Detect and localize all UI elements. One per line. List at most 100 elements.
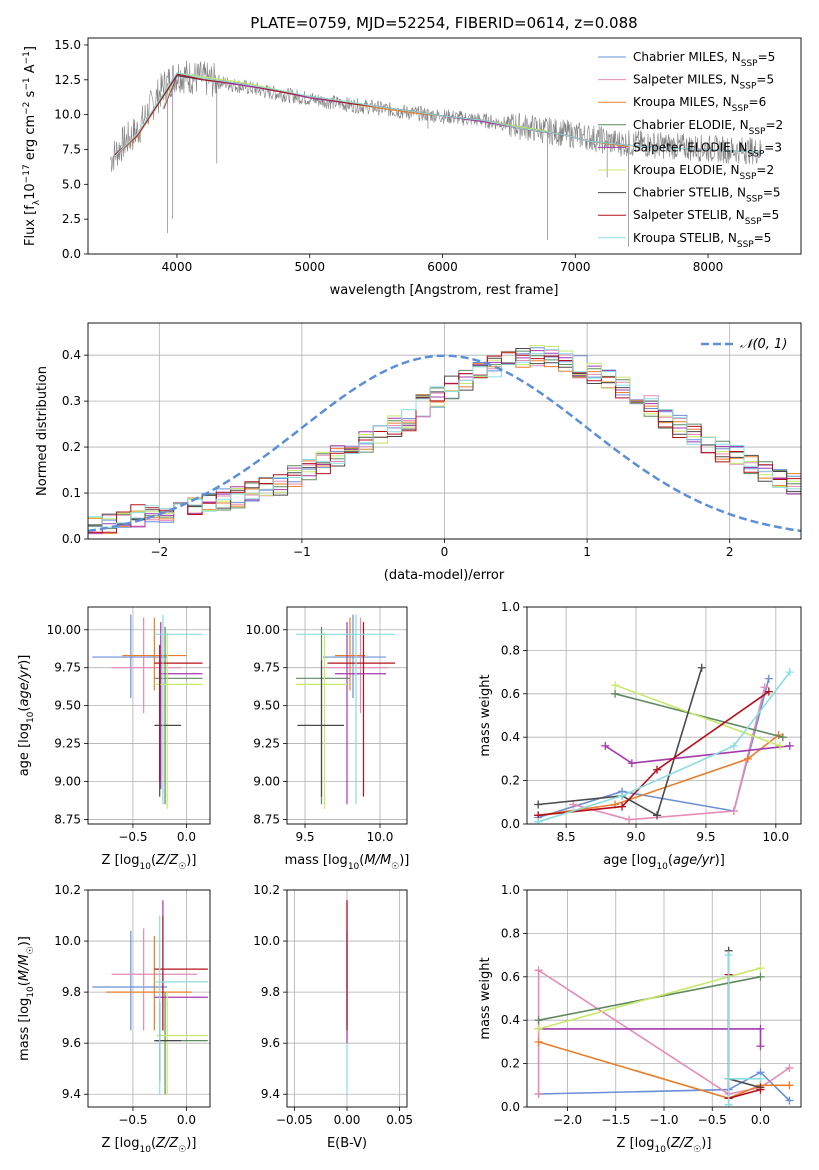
y-tick-label: 15.0 [54,38,81,52]
weight-marker [653,765,662,774]
weight-marker [764,687,773,696]
weight-marker [776,741,785,750]
label-part: )] [701,1136,711,1151]
y-tick-label: 0.6 [501,687,520,701]
y-axis-label: mass weight [478,674,493,756]
y-axis-label: Normed distribution [35,366,50,496]
weights-se [534,1024,765,1051]
x-axis-label: wavelength [Angstrom, rest frame] [330,283,559,298]
y-tick-label: 0.8 [501,643,520,657]
legend-sub: SSP [745,217,762,227]
label-part: age/yr [673,853,716,868]
x-tick-label: 7000 [560,260,591,274]
x-tick-label: 2 [726,545,734,559]
errorbar-se [335,622,386,805]
legend-text: =5 [756,73,774,87]
legend-entry: Chabrier MILES, NSSP=5 [633,50,775,69]
legend-text: Salpeter MILES, N [633,73,740,87]
y-tick-label: 9.8 [62,985,81,999]
y-tick-label: 0.2 [501,1057,520,1071]
y-axis-label: mass weight [478,957,493,1039]
label-part: mass [log [17,998,32,1061]
legend-text: =5 [762,208,780,222]
plot-area [110,60,762,248]
label-part: Z [log [102,853,140,868]
x-tick-label: 1 [583,545,591,559]
model-ks [114,72,762,157]
label-part: ] [23,46,38,51]
y-tick-label: 0.8 [501,926,520,940]
legend-sub: SSP [746,195,763,205]
axes-frame [286,606,408,825]
axes-frame [87,889,211,1108]
label-part: λ [32,199,42,205]
x-tick-label: 9.5 [696,830,715,844]
label-part: −2 [22,102,32,115]
y-tick-label: 9.4 [261,1087,280,1101]
x-tick-label: 8000 [693,260,724,274]
label-part: s [23,90,38,101]
legend-text: =5 [758,50,776,64]
weight-marker [534,966,543,975]
legend-sub: SSP [740,82,757,92]
y-tick-label: 1.0 [501,883,520,897]
y-tick-label: 9.75 [253,661,280,675]
legend-text: Salpeter STELIB, N [633,208,745,222]
label-part: ( [668,853,673,868]
weight-marker [785,668,794,677]
weight-marker [785,741,794,750]
y-tick-label: 10.00 [246,623,280,637]
x-tick-label: 0.0 [751,1113,770,1127]
y-tick-label: 9.00 [54,775,81,789]
axes-frame [526,889,802,1108]
label-part: ( [17,981,32,986]
y-tick-label: 0.4 [62,348,81,362]
weight-marker [778,733,787,742]
x-tick-label: −0.5 [698,1113,727,1127]
y-tick-label: 8.75 [253,812,280,826]
errorbar-km [106,935,192,1031]
legend-text: Kroupa ELODIE, N [633,163,740,177]
axes-frame [87,322,802,540]
y-tick-label: 8.75 [54,812,81,826]
y-tick-label: 9.00 [253,775,280,789]
y-tick-label: 2.5 [62,212,81,226]
label-part: −17 [22,164,32,183]
label-part: Z/Z [670,1136,694,1151]
x-tick-label: 5000 [294,260,325,274]
x-axis-label: Z [log10(Z/Z☉)] [617,1136,712,1155]
errorbar-ks [296,614,395,805]
label-part: erg cm [23,115,38,164]
label-part: Z/Z [155,853,179,868]
x-axis-label: Z [log10(Z/Z☉)] [102,1136,197,1155]
legend-sub: SSP [732,104,749,114]
legend-sub: SSP [737,240,754,250]
legend-text: Chabrier ELODIE, N [633,118,749,132]
legend-sub: SSP [749,127,766,137]
legend-text: Kroupa STELIB, N [633,231,737,245]
errorbar-ss [327,622,395,797]
y-tick-label: 10.2 [253,883,280,897]
axes-frame [526,606,802,825]
legend-sub: SSP [741,59,758,69]
label-part: 10 [656,862,668,872]
label-part: M/M [364,853,391,868]
legend-entry: Salpeter ELODIE, NSSP=3 [633,140,782,159]
axes-weight-vs-age: 8.5 9.0 9.5 10.0 0.0 0.2 0.4 0.6 0.8 1.0 age [log1… [478,600,802,872]
label-part: 10 [26,711,36,723]
weight-marker [534,1089,543,1098]
y-tick-label: 9.6 [261,1036,280,1050]
label-part: wavelength [Angstrom, rest frame] [330,283,559,298]
axes-frame [87,37,802,255]
weight-marker [534,1024,543,1033]
label-part: )] [17,655,32,665]
errorbar-km [122,617,187,691]
legend-text: =6 [749,95,767,109]
label-part: )] [186,1136,196,1151]
label-part: Normed distribution [35,366,50,496]
errorbar-sm [323,617,388,714]
y-tick-label: 9.6 [62,1036,81,1050]
legend-text: =5 [754,231,772,245]
errorbar-ce [154,626,203,805]
